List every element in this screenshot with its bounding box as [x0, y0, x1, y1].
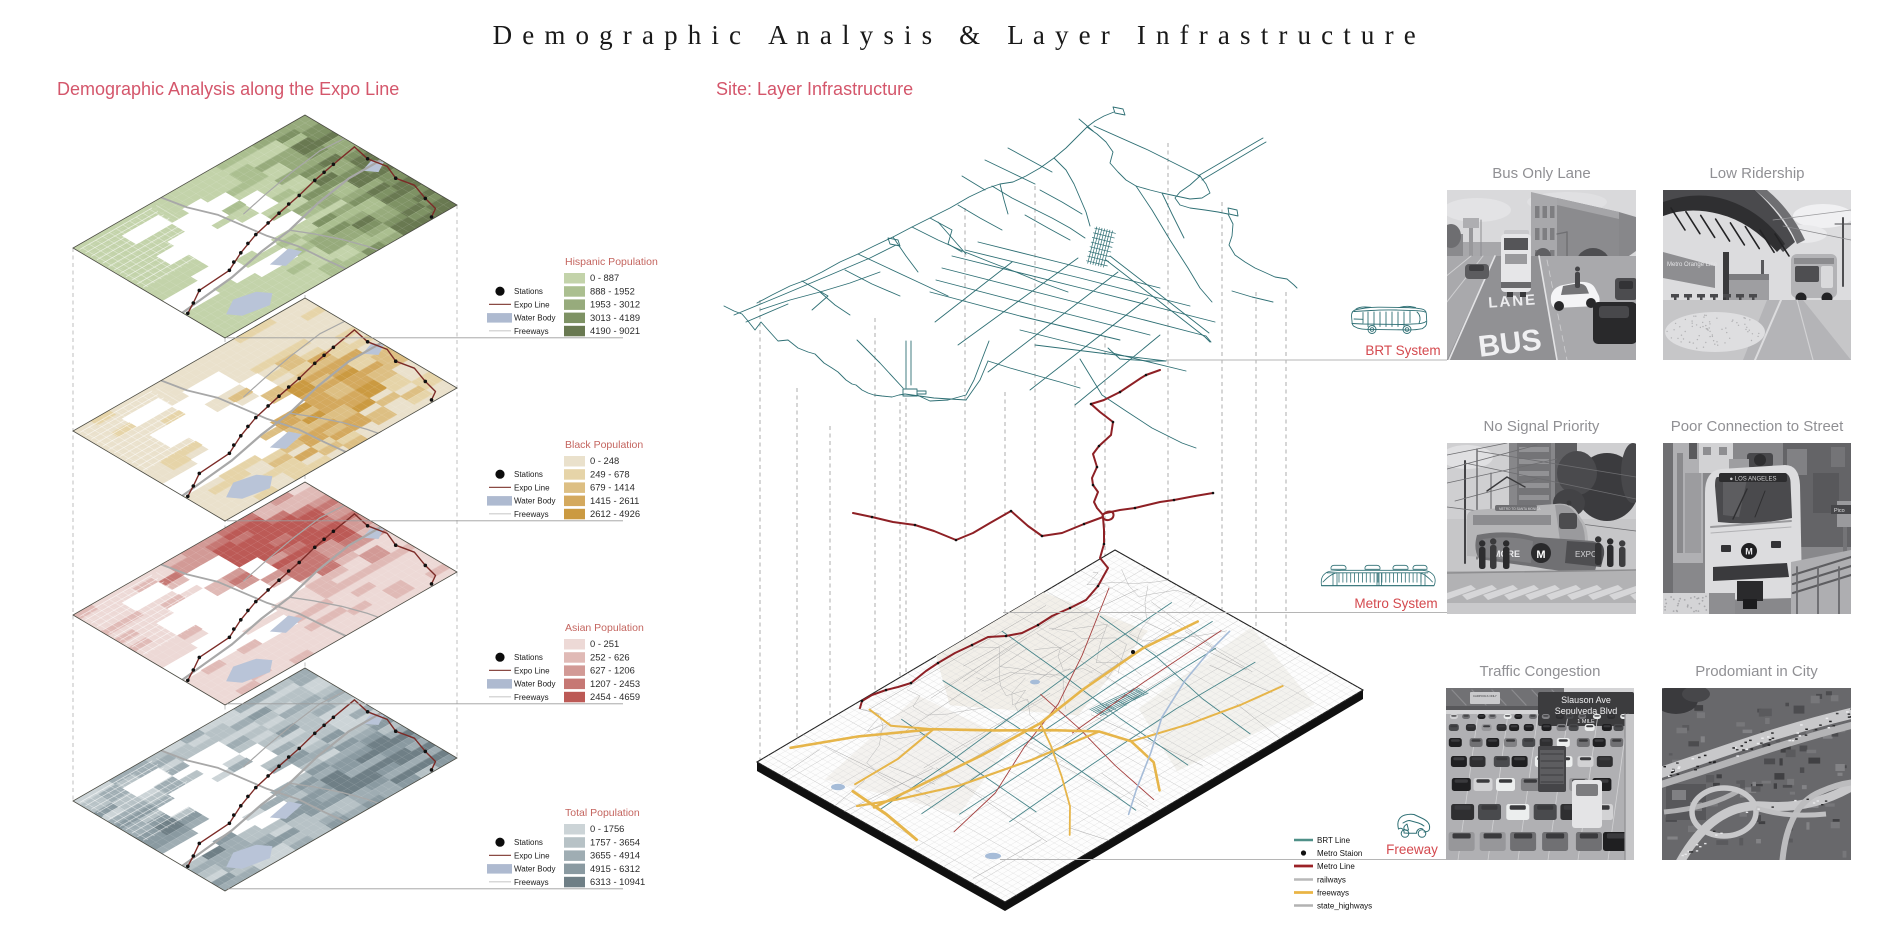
svg-text:M: M: [1745, 547, 1753, 557]
svg-text:2612 - 4926: 2612 - 4926: [590, 508, 640, 519]
svg-text:Expo Line: Expo Line: [514, 666, 550, 675]
svg-text:Hispanic Population: Hispanic Population: [565, 256, 658, 268]
svg-text:1757 - 3654: 1757 - 3654: [590, 836, 640, 847]
svg-text:Expo Line: Expo Line: [514, 300, 550, 309]
svg-text:3655 - 4914: 3655 - 4914: [590, 850, 640, 861]
svg-text:0 - 248: 0 - 248: [590, 455, 619, 466]
svg-text:● LOS ANGELES: ● LOS ANGELES: [1730, 477, 1777, 483]
svg-text:Water Body: Water Body: [514, 314, 556, 323]
svg-text:1 MILE: 1 MILE: [1577, 719, 1595, 725]
svg-text:Water Body: Water Body: [514, 865, 556, 874]
svg-text:Stations: Stations: [514, 838, 543, 847]
svg-text:Freeways: Freeways: [514, 510, 549, 519]
svg-text:252 - 626: 252 - 626: [590, 651, 630, 662]
svg-text:M: M: [1536, 549, 1545, 561]
svg-text:Metro System: Metro System: [1354, 596, 1437, 611]
svg-text:Asian Population: Asian Population: [565, 622, 644, 634]
svg-text:Total Population: Total Population: [565, 807, 640, 819]
svg-text:Water Body: Water Body: [514, 497, 556, 506]
svg-text:Freeways: Freeways: [514, 693, 549, 702]
svg-text:4915 - 6312: 4915 - 6312: [590, 863, 640, 874]
svg-text:Bus Only Lane: Bus Only Lane: [1492, 165, 1590, 182]
svg-text:CARPOOLS ONLY: CARPOOLS ONLY: [1473, 694, 1497, 698]
svg-text:Stations: Stations: [514, 653, 543, 662]
svg-text:D e m o g r a p h i c A n a: D e m o g r a p h i c A n a l y s i s & …: [493, 20, 1418, 50]
svg-text:Prodomiant in City: Prodomiant in City: [1695, 663, 1818, 680]
svg-text:1953 - 3012: 1953 - 3012: [590, 299, 640, 310]
svg-text:0 - 251: 0 - 251: [590, 638, 619, 649]
svg-text:6313 - 10941: 6313 - 10941: [590, 876, 645, 887]
svg-text:627 - 1206: 627 - 1206: [590, 665, 635, 676]
svg-text:Expo Line: Expo Line: [514, 851, 550, 860]
svg-text:0 - 1756: 0 - 1756: [590, 823, 624, 834]
svg-text:4190 - 9021: 4190 - 9021: [590, 325, 640, 336]
svg-text:1207 - 2453: 1207 - 2453: [590, 678, 640, 689]
svg-text:Water Body: Water Body: [514, 680, 556, 689]
svg-text:2454 - 4659: 2454 - 4659: [590, 691, 640, 702]
svg-text:888 - 1952: 888 - 1952: [590, 285, 635, 296]
svg-text:No Signal Priority: No Signal Priority: [1484, 418, 1600, 435]
svg-text:BRT System: BRT System: [1365, 343, 1440, 358]
svg-text:Stations: Stations: [514, 287, 543, 296]
svg-text:BRT Line: BRT Line: [1317, 836, 1351, 845]
svg-text:Metro Orange Line: Metro Orange Line: [1667, 262, 1718, 268]
svg-text:Stations: Stations: [514, 470, 543, 479]
svg-text:Poor Connection to Street: Poor Connection to Street: [1671, 418, 1844, 435]
svg-text:Freeways: Freeways: [514, 327, 549, 336]
svg-text:freeways: freeways: [1317, 888, 1349, 897]
svg-text:Metro Staion: Metro Staion: [1317, 849, 1362, 858]
svg-text:Slauson Ave: Slauson Ave: [1561, 695, 1611, 705]
svg-text:Expo Line: Expo Line: [514, 483, 550, 492]
svg-text:Black Population: Black Population: [565, 439, 643, 451]
svg-text:Pico: Pico: [1834, 508, 1845, 514]
svg-text:Low Ridership: Low Ridership: [1709, 165, 1804, 182]
svg-text:679 - 1414: 679 - 1414: [590, 482, 635, 493]
svg-text:EXPO: EXPO: [1575, 550, 1597, 559]
svg-text:Site: Layer Infrastructure: Site: Layer Infrastructure: [716, 79, 913, 99]
svg-text:METRO TO SANTA MONICA: METRO TO SANTA MONICA: [1499, 507, 1541, 511]
svg-text:Freeway: Freeway: [1386, 842, 1438, 857]
svg-text:Metro Line: Metro Line: [1317, 862, 1355, 871]
svg-text:3013 - 4189: 3013 - 4189: [590, 312, 640, 323]
svg-text:state_highways: state_highways: [1317, 901, 1372, 910]
svg-text:249 - 678: 249 - 678: [590, 468, 630, 479]
svg-text:Sepulveda Blvd: Sepulveda Blvd: [1555, 706, 1618, 716]
svg-text:railways: railways: [1317, 875, 1346, 884]
svg-text:BUS: BUS: [1476, 323, 1543, 363]
svg-text:1415 - 2611: 1415 - 2611: [590, 495, 639, 506]
svg-text:0 - 887: 0 - 887: [590, 272, 619, 283]
svg-text:Traffic Congestion: Traffic Congestion: [1480, 663, 1601, 680]
svg-text:Freeways: Freeways: [514, 878, 549, 887]
svg-text:Demographic Analysis along the: Demographic Analysis along the Expo Line: [57, 79, 399, 99]
